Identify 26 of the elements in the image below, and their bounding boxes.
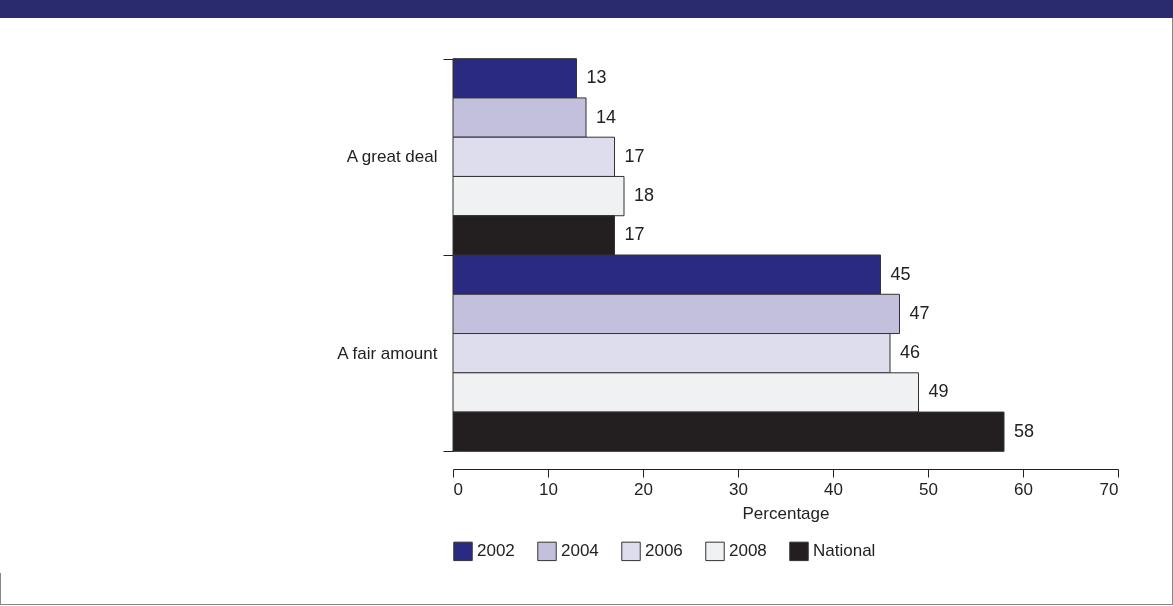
legend-label: 2008 xyxy=(729,541,767,561)
x-tick-label: 60 xyxy=(1014,479,1033,499)
y-tick-label: A great deal xyxy=(346,147,438,167)
y-tick-label: A fair amount xyxy=(337,343,438,363)
data-label: 13 xyxy=(586,67,607,88)
legend-label: 2002 xyxy=(477,541,515,561)
x-tick-label: 20 xyxy=(634,479,653,499)
x-tick-label: 0 xyxy=(453,479,463,499)
data-label: 58 xyxy=(1014,420,1035,441)
data-label: 14 xyxy=(596,106,617,127)
data-label: 18 xyxy=(634,185,655,206)
data-label: 17 xyxy=(624,145,645,166)
legend-label: 2006 xyxy=(645,541,683,561)
data-label: 46 xyxy=(900,342,921,363)
x-axis-title: Percentage xyxy=(742,503,830,523)
x-tick-label: 30 xyxy=(729,479,748,499)
legend-label: National xyxy=(813,541,876,561)
x-tick-label: 10 xyxy=(539,479,558,499)
data-label: 45 xyxy=(890,263,911,284)
data-label: 17 xyxy=(624,224,645,245)
x-tick-label: 70 xyxy=(1099,479,1119,499)
data-label: 49 xyxy=(928,381,949,402)
legend-label: 2004 xyxy=(561,541,599,561)
x-tick-label: 50 xyxy=(919,479,938,499)
data-label: 47 xyxy=(909,302,930,323)
x-tick-label: 40 xyxy=(824,479,843,499)
